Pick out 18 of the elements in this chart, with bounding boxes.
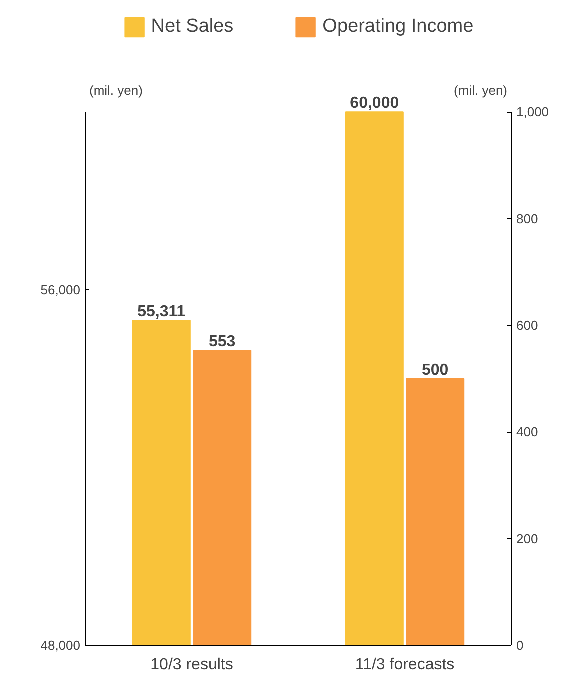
- y2-tick-label: 1,000: [516, 104, 550, 120]
- legend-label: Net Sales: [151, 16, 234, 38]
- y2-tick-label: 0: [516, 638, 524, 653]
- y-tick-label: 56,000: [40, 282, 81, 298]
- y2-tick-label: 800: [516, 211, 538, 226]
- data-label: 60,000: [350, 95, 400, 112]
- data-label: 55,311: [138, 304, 186, 321]
- data-label: 500: [422, 362, 449, 379]
- y2-tick-label: 400: [516, 424, 538, 440]
- x-tick-label: 11/3 forecasts: [355, 656, 455, 674]
- y-tick-label: 48,000: [40, 638, 81, 653]
- legend-label: Operating Income: [322, 16, 474, 38]
- y2-tick-label: 600: [516, 318, 538, 333]
- data-label: 553: [209, 334, 236, 351]
- y2-tick-label: 200: [516, 531, 538, 546]
- y-axis-title: (mil. yen): [90, 83, 143, 98]
- x-tick-label: 10/3 results: [150, 656, 234, 674]
- y2-axis-title: (mil. yen): [454, 83, 508, 98]
